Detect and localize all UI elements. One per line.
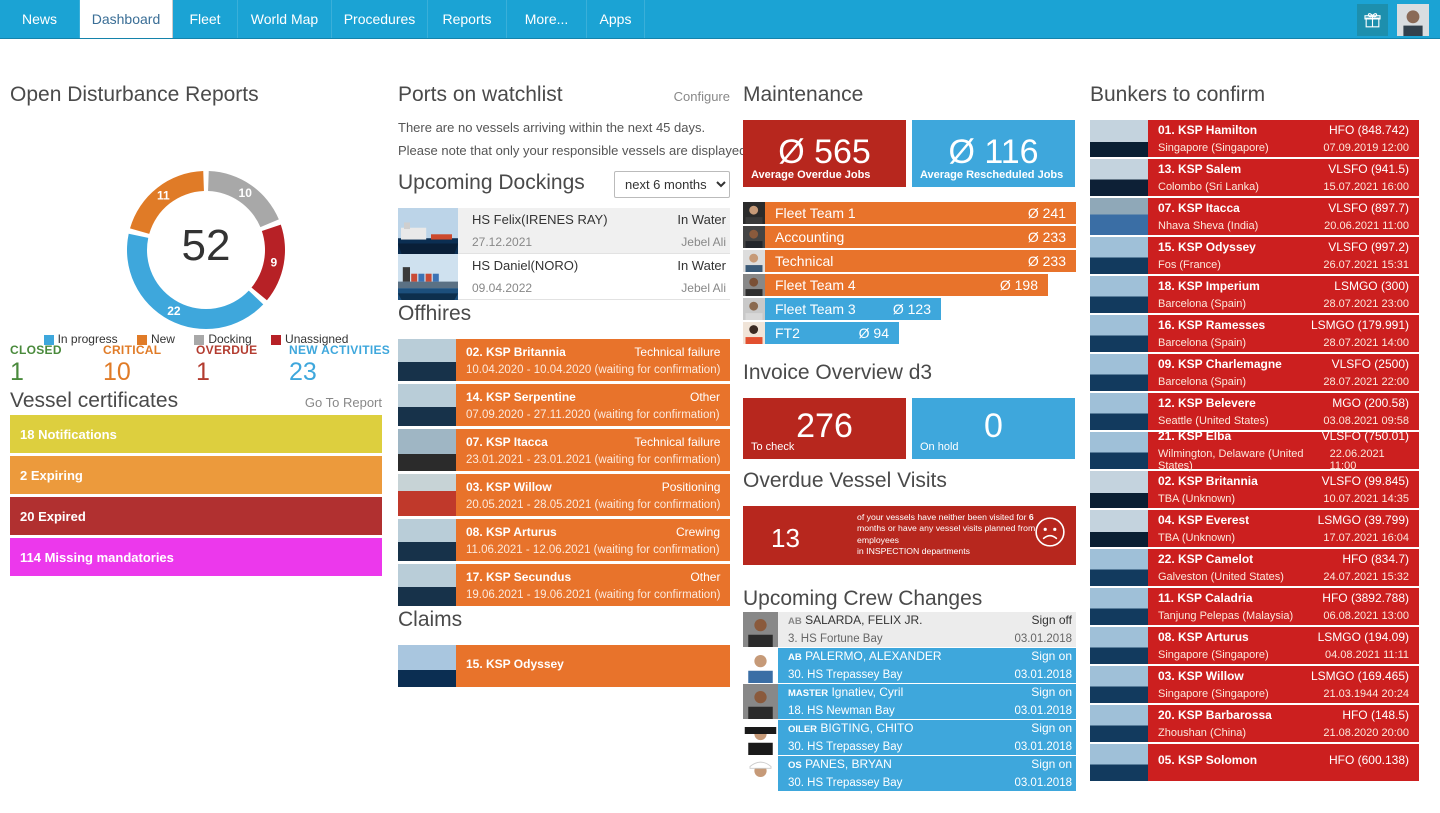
svg-text:52: 52 xyxy=(182,221,231,270)
svg-text:22: 22 xyxy=(167,304,181,318)
svg-text:10: 10 xyxy=(239,186,253,200)
svg-text:9: 9 xyxy=(271,255,278,269)
svg-text:11: 11 xyxy=(157,189,170,203)
